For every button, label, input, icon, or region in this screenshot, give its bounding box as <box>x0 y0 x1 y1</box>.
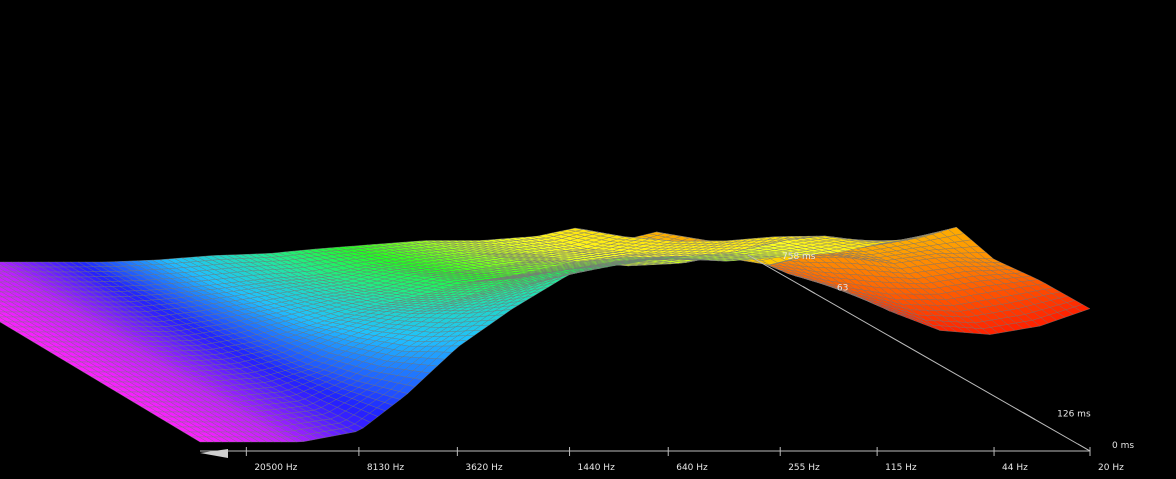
time-tick-mark <box>1022 412 1036 421</box>
time-ticks: 0 ms 126 ms 63 758 ms <box>747 252 1134 452</box>
frequency-tick-label: 20 Hz <box>1098 463 1124 473</box>
frequency-tick-label: 20500 Hz <box>254 463 297 473</box>
frequency-tick-label: 8130 Hz <box>367 463 405 473</box>
frequency-tick-label: 115 Hz <box>885 463 917 473</box>
time-tick-mark <box>747 254 761 263</box>
frequency-tick-label: 255 Hz <box>788 463 820 473</box>
time-tick-label: 0 ms <box>1112 441 1134 451</box>
time-tick-mark <box>802 285 816 294</box>
frequency-ticks: 20500 Hz 8130 Hz 3620 Hz 1440 Hz 640 Hz 255 H… <box>245 447 1124 473</box>
time-tick-label: 63 <box>837 283 848 293</box>
frequency-tick-label: 44 Hz <box>1002 463 1028 473</box>
time-tick-label: 758 ms <box>782 252 816 262</box>
frequency-tick-label: 640 Hz <box>676 463 708 473</box>
time-tick-label: 126 ms <box>1057 410 1091 420</box>
surface-cell <box>1073 304 1091 312</box>
time-tick-mark <box>1077 443 1091 452</box>
frequency-tick-label: 1440 Hz <box>578 463 616 473</box>
waterfall-surface <box>0 227 1091 443</box>
frequency-tick-label: 3620 Hz <box>465 463 503 473</box>
axis-arrow-icon <box>200 449 228 458</box>
